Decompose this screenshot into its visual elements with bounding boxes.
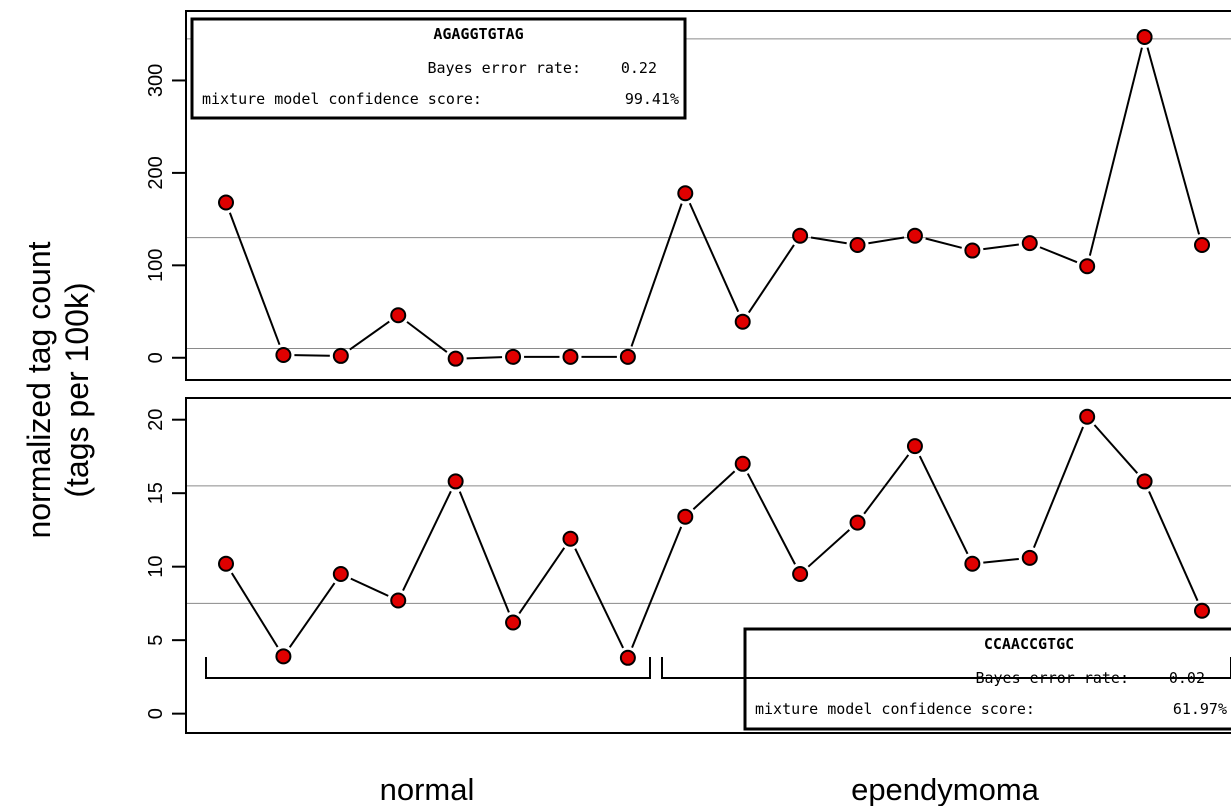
data-point: [1079, 408, 1096, 425]
series-segment: [807, 529, 851, 568]
data-point: [505, 348, 522, 365]
series-segment: [294, 354, 330, 357]
y-tick-label: 15: [145, 482, 167, 504]
data-point: [218, 555, 234, 572]
series-segment: [918, 455, 969, 555]
data-point: [1136, 29, 1153, 46]
plot-frame: [185, 397, 1231, 734]
y-tick-label: 20: [145, 409, 167, 431]
series-segment: [983, 557, 1019, 564]
legend-bayes-value: 0.22: [621, 59, 657, 77]
group-label-ependymoma: ependymoma: [851, 772, 1040, 806]
y-tick-label: 10: [145, 556, 167, 578]
y-tick-label: 0: [145, 352, 167, 363]
series-segment: [458, 491, 510, 613]
y-tick-label: 5: [145, 635, 167, 646]
series-segment: [1148, 491, 1199, 602]
series-segment: [406, 321, 448, 353]
series-segment: [466, 356, 503, 360]
legend-confidence-label: mixture model confidence score:: [755, 700, 1035, 718]
data-point: [792, 227, 809, 244]
series-segment: [1146, 47, 1201, 235]
series-segment: [1088, 47, 1143, 256]
data-point: [390, 307, 407, 324]
series-segment: [688, 202, 740, 313]
legend-confidence-value: 99.41%: [625, 90, 679, 108]
group-bracket-ependymoma: [661, 657, 1231, 679]
series-segment: [230, 572, 279, 648]
data-point: [1136, 473, 1153, 490]
series-segment: [1039, 246, 1078, 264]
series-segment: [350, 577, 389, 597]
data-point: [1021, 235, 1038, 252]
y-axis-title-line1: normalized tag count: [21, 241, 57, 538]
series-segment: [810, 236, 847, 245]
data-point: [849, 514, 866, 531]
data-point: [447, 350, 464, 367]
y-tick-label: 0: [145, 708, 167, 719]
series-segment: [1093, 424, 1139, 474]
data-point: [505, 614, 522, 631]
y-tick-label: 200: [145, 156, 167, 189]
top-panel: 0 100 200 300 AGAGGTGTAG Bayes error rate: 0.2…: [145, 10, 1231, 381]
data-point: [906, 227, 923, 244]
group-bracket-normal: [205, 657, 651, 679]
y-axis-title-line2: (tags per 100k): [59, 282, 95, 497]
data-point: [1079, 258, 1096, 275]
series-segment: [863, 454, 910, 515]
series-segment: [1032, 426, 1084, 549]
data-point: [1021, 549, 1038, 566]
series-segment: [574, 548, 625, 649]
legend-sequence: AGAGGTGTAG: [433, 25, 523, 43]
data-point: [390, 592, 407, 609]
data-point: [734, 313, 751, 330]
data-point: [1194, 236, 1210, 253]
y-tick-label: 100: [145, 249, 167, 282]
data-point: [792, 566, 809, 583]
data-point: [562, 348, 579, 365]
legend-bayes-label: Bayes error rate:: [427, 59, 581, 77]
series-segment: [983, 243, 1019, 251]
series-segment: [692, 470, 736, 510]
series-segment: [402, 490, 452, 592]
data-point: [849, 236, 866, 253]
data-point: [619, 348, 636, 365]
series-segment: [349, 320, 390, 351]
data-point: [275, 346, 292, 363]
series-segment: [631, 526, 683, 648]
series-segment: [746, 473, 796, 565]
data-point: [906, 438, 923, 455]
data-point: [1194, 602, 1210, 619]
series-segment: [288, 582, 336, 648]
series-segment: [630, 203, 683, 347]
plot-frame: [185, 10, 1231, 381]
data-point: [619, 649, 636, 666]
data-point: [332, 566, 349, 583]
legend-box: AGAGGTGTAG Bayes error rate: 0.22 mixture m…: [190, 17, 687, 120]
y-tick-label: 300: [145, 64, 167, 97]
data-point: [964, 242, 981, 259]
group-label-normal: normal: [380, 772, 475, 806]
data-point: [734, 455, 751, 472]
data-point: [562, 530, 579, 547]
legend-confidence-value: 61.97%: [1173, 700, 1227, 718]
data-point: [218, 194, 234, 211]
series-segment: [228, 212, 281, 346]
legend-sequence: CCAACCGTGC: [984, 635, 1074, 653]
data-point: [677, 508, 694, 525]
series-segment: [518, 547, 566, 615]
data-point: [677, 185, 694, 202]
series-segment: [868, 236, 905, 245]
legend-confidence-label: mixture model confidence score:: [202, 90, 482, 108]
data-point: [964, 555, 981, 572]
data-point: [447, 473, 464, 490]
series-segment: [747, 244, 795, 314]
series-segment: [925, 237, 962, 249]
data-point: [332, 347, 349, 364]
data-point: [275, 648, 292, 665]
